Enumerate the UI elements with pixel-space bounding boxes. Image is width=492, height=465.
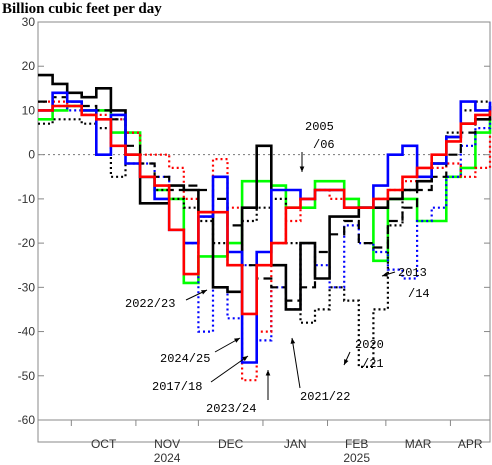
annotation-label: /14 [408,287,430,301]
annotation-label: 2023/24 [206,402,256,416]
series-line-2024-25 [38,104,492,316]
y-tick-label: -20 [18,236,36,250]
x-month-label: OCT [91,437,117,451]
annotation-arrowhead [265,370,271,376]
x-month-label: MAR [405,437,432,451]
x-month-label: APR [458,437,483,451]
annotation-arrowhead [242,356,248,362]
series-line-2020-21 [38,100,490,368]
annotation-arrowhead [344,359,349,365]
y-tick-label: 10 [22,103,36,117]
series-line-2005-06 [38,104,492,285]
series-line-2022-23 [38,73,492,311]
x-month-label: NOV [154,437,180,451]
annotation-leader [291,337,301,389]
annotation-arrowhead [290,338,296,344]
chart-title: Billion cubic feet per day [2,1,162,17]
x-year-label: 2025 [343,451,370,465]
x-axis: OCT NOV DEC JAN FEB MAR APR 2024 2025 [70,420,483,465]
annotation-arrowhead [201,290,207,295]
annotation-label: 2017/18 [152,380,202,394]
annotation-label: /06 [313,138,335,152]
series-line-2013-14 [38,104,492,342]
annotation-label: 2005 [305,120,334,134]
y-tick-label: -50 [18,369,36,383]
annotation-leader [210,355,249,383]
plot-border [37,21,491,443]
y-tick-label: -30 [18,280,36,294]
annotation-arrowhead [299,166,305,172]
series-line-2023-24 [38,91,492,364]
annotation-label: 2022/23 [125,297,175,311]
annotation-label: 2021/22 [300,390,350,404]
y-tick-label: 0 [28,148,35,162]
series-line-2017-18 [38,100,492,382]
annotation-arrowhead [382,272,388,277]
y-tick-label: -10 [18,192,36,206]
annotation-label: 2024/25 [160,352,210,366]
x-year-label: 2024 [154,451,181,465]
x-month-label: FEB [345,437,368,451]
series-layer [38,73,492,382]
series-line-2021-22 [38,96,492,302]
annotation-label: /21 [362,357,384,371]
y-tick-label: 30 [22,15,36,29]
x-month-label: DEC [218,437,244,451]
annotation-arrowhead [234,338,240,343]
plot-frame [37,21,491,443]
annotation-label: 2020 [355,338,384,352]
annotation-label: 2013 [398,266,427,280]
x-month-label: JAN [284,437,307,451]
y-tick-label: -60 [18,413,36,427]
y-tick-label: -40 [18,325,36,339]
y-tick-label: 20 [22,59,36,73]
annotation-layer: 2005/06 2013/14 2022/23 2024/25 2017/18 2023/… [125,120,430,416]
